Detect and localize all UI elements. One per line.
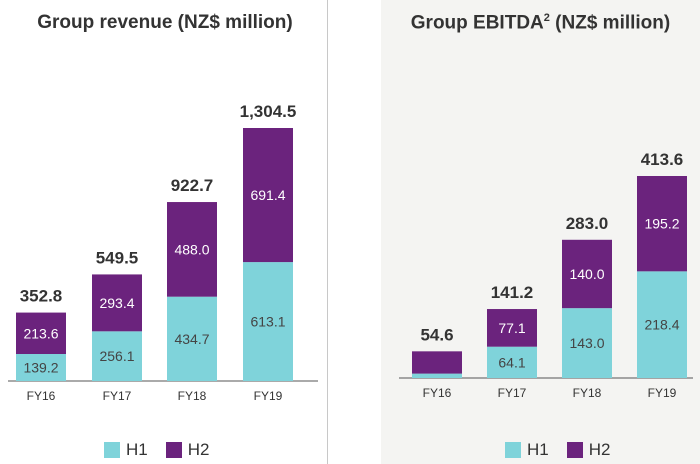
- bar-h2-fy17: [487, 309, 537, 347]
- legend-h1-label: H1: [126, 440, 148, 459]
- total-label-fy19: 1,304.5: [240, 102, 297, 121]
- revenue-chart: 139.2 213.6 352.8 FY16 256.1 293.4 549.5 FY17 43…: [8, 102, 318, 403]
- bar-h1-fy17: [487, 346, 537, 378]
- ebitda-title-superscript: 2: [543, 12, 550, 24]
- bar-h1-fy19: [243, 262, 293, 381]
- revenue-title-text: Group revenue (NZ$ million): [37, 12, 293, 33]
- legend-h2-label: H2: [588, 440, 611, 459]
- label-h1-fy17: 64.1: [498, 354, 525, 370]
- bar-h2-fy16: [412, 351, 462, 374]
- legend-item-h2: H2: [566, 440, 611, 460]
- legend-item-h2: H2: [165, 440, 210, 460]
- label-h2-fy19: 195.2: [644, 216, 679, 232]
- total-label-fy16: 54.6: [420, 325, 453, 344]
- x-tick-fy18: FY18: [573, 386, 602, 400]
- label-h1-fy19: 218.4: [644, 317, 679, 333]
- x-tick-fy18: FY18: [178, 389, 207, 403]
- ebitda-title-text: Group EBITDA: [410, 12, 544, 34]
- bar-h2-fy19: [637, 176, 687, 272]
- panel-divider: [327, 0, 328, 464]
- total-label-fy16: 352.8: [20, 287, 63, 306]
- h1-swatch: [104, 442, 120, 458]
- label-h2-fy18: 488.0: [174, 241, 209, 257]
- label-h1-fy18: 434.7: [174, 331, 209, 347]
- legend-h2-label: H2: [187, 440, 210, 459]
- label-h1-fy18: 143.0: [569, 335, 604, 351]
- bar-h1-fy18: [167, 296, 217, 381]
- total-label-fy19: 413.6: [641, 150, 684, 169]
- bar-h2-fy18: [562, 239, 612, 309]
- legend-item-h1: H1: [505, 440, 549, 460]
- x-tick-fy17: FY17: [103, 389, 132, 403]
- x-tick-fy19: FY19: [648, 386, 677, 400]
- total-label-fy17: 141.2: [491, 283, 534, 302]
- bar-h2-fy19: [243, 128, 293, 263]
- ebitda-legend: H1 H2: [505, 440, 628, 460]
- bar-h1-fy19: [637, 271, 687, 378]
- total-label-fy18: 283.0: [566, 214, 609, 233]
- label-h2-fy17: 293.4: [99, 295, 134, 311]
- ebitda-chart-title: Group EBITDA2 (NZ$ million): [381, 12, 700, 34]
- bar-h2-fy17: [92, 274, 142, 332]
- ebitda-title-suffix: (NZ$ million): [549, 12, 671, 34]
- revenue-legend: H1 H2: [104, 440, 227, 460]
- x-tick-fy17: FY17: [498, 386, 527, 400]
- label-h2-fy16: 213.6: [23, 325, 58, 341]
- label-h1-fy17: 256.1: [99, 348, 134, 364]
- label-h2-fy19: 691.4: [250, 187, 285, 203]
- x-tick-fy19: FY19: [254, 389, 283, 403]
- label-h2-fy18: 140.0: [569, 266, 604, 282]
- label-h1-fy16: 139.2: [23, 360, 58, 376]
- revenue-panel: Group revenue (NZ$ million) 139.2 213.6 35…: [0, 0, 330, 464]
- total-label-fy17: 549.5: [96, 248, 139, 267]
- label-h1-fy19: 613.1: [250, 314, 285, 330]
- h1-swatch: [505, 442, 521, 458]
- bar-h1-fy16: [16, 354, 66, 381]
- bar-h2-fy16: [16, 312, 66, 355]
- legend-item-h1: H1: [104, 440, 148, 460]
- ebitda-chart: 54.6 FY16 64.1 77.1 141.2 FY17 143.0 140.0 283.0…: [399, 150, 693, 400]
- ebitda-panel: Group EBITDA2 (NZ$ million) 54.6 FY16 64.1…: [381, 0, 700, 464]
- total-label-fy18: 922.7: [171, 176, 214, 195]
- bar-h1-fy16: [412, 373, 462, 378]
- legend-h1-label: H1: [527, 440, 549, 459]
- revenue-chart-title: Group revenue (NZ$ million): [0, 12, 330, 34]
- bar-h1-fy17: [92, 331, 142, 381]
- h2-swatch: [165, 442, 182, 458]
- label-h2-fy17: 77.1: [498, 320, 525, 336]
- x-tick-fy16: FY16: [423, 386, 452, 400]
- h2-swatch: [566, 442, 583, 458]
- bar-h2-fy18: [167, 202, 217, 297]
- bar-h1-fy18: [562, 308, 612, 378]
- x-tick-fy16: FY16: [27, 389, 56, 403]
